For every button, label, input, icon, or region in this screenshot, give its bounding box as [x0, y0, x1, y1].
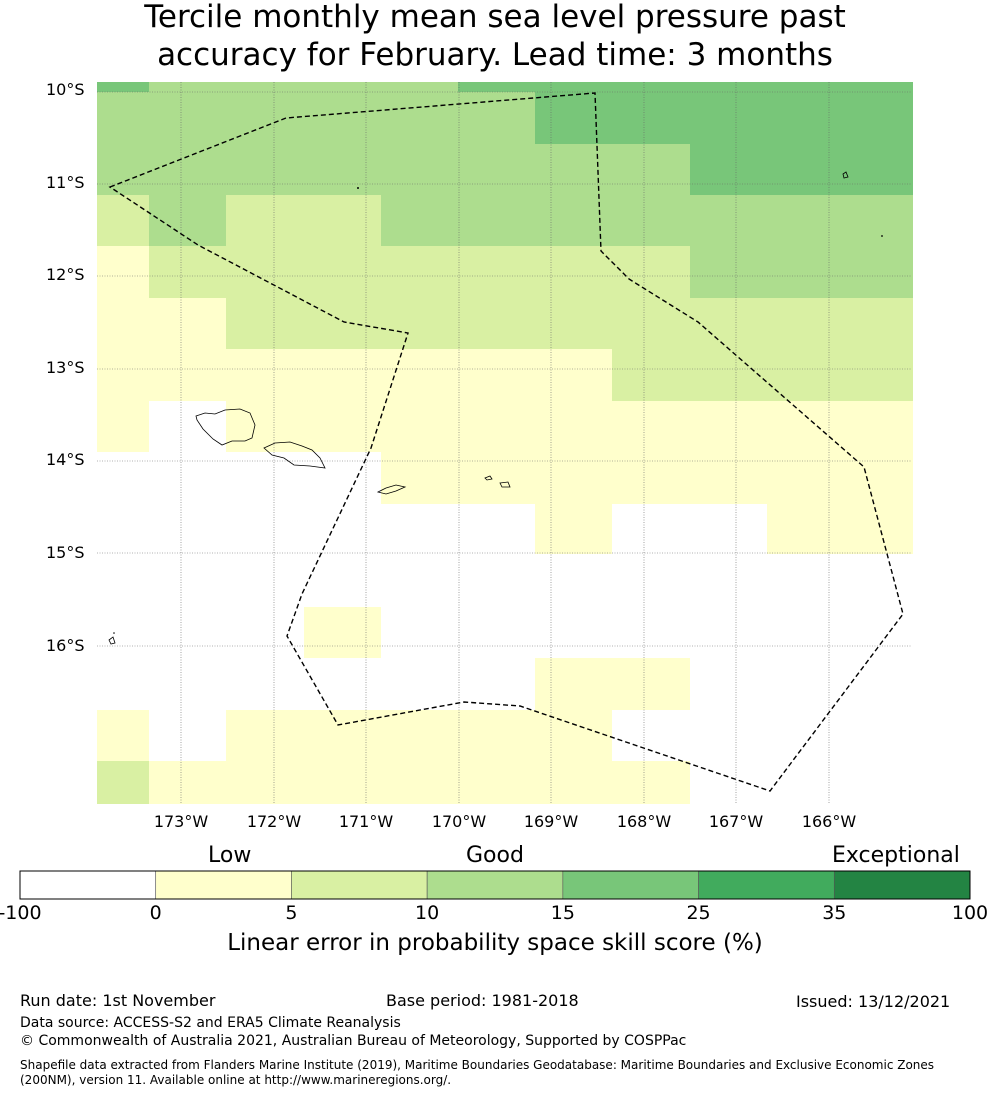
colorbar-tick-label: 35: [822, 902, 847, 924]
skill-cell: [535, 658, 690, 710]
colorbar-tick-label: -100: [0, 902, 42, 924]
colorbar-segment: [155, 870, 292, 900]
skill-cell: [226, 401, 913, 452]
issued-date: Issued: 13/12/2021: [796, 992, 951, 1011]
data-source: Data source: ACCESS-S2 and ERA5 Climate …: [20, 1015, 401, 1031]
colorbar-segment: [426, 870, 564, 900]
colorbar-segment: [562, 870, 699, 900]
legend-title: Linear error in probability space skill …: [227, 930, 763, 956]
islands: [108, 171, 849, 645]
skill-cell: [458, 82, 913, 92]
base-period: Base period: 1981-2018: [386, 991, 579, 1010]
skill-cell: [226, 710, 612, 761]
tau-island: [499, 481, 511, 488]
eez-boundary: [108, 92, 904, 792]
skill-cell: [97, 246, 149, 298]
latitude-label: 15°S: [46, 543, 85, 562]
ofu-island: [484, 475, 493, 481]
skill-cell: [226, 298, 913, 349]
colorbar-border: [19, 870, 971, 900]
longitude-label: 170°W: [431, 812, 487, 831]
colorbar-tick-label: 10: [415, 902, 440, 924]
shapefile-credit-line2: (200NM), version 11. Available online at…: [20, 1073, 452, 1087]
longitude-label: 168°W: [616, 812, 672, 831]
colorbar-segment: [833, 870, 971, 900]
run-date: Run date: 1st November: [20, 991, 216, 1010]
islet-west: [108, 636, 116, 645]
colorbar-tick-label: 5: [285, 902, 298, 924]
colorbar-tick-label: 100: [951, 902, 989, 924]
skill-cell: [97, 349, 612, 401]
skill-cell: [97, 82, 149, 92]
copyright: © Commonwealth of Australia 2021, Austra…: [20, 1033, 687, 1049]
legend-category-exceptional: Exceptional: [832, 843, 960, 868]
chart-title-line1: Tercile monthly mean sea level pressure …: [144, 0, 846, 35]
upolu-island: [263, 441, 326, 469]
skill-cell: [612, 349, 913, 401]
legend-colorbar: [19, 870, 971, 900]
longitude-label: 171°W: [338, 812, 394, 831]
latitude-label: 10°S: [46, 80, 85, 99]
shapefile-credit-line1: Shapefile data extracted from Flanders M…: [20, 1058, 935, 1072]
small-islets: [113, 187, 883, 634]
latitude-label: 16°S: [46, 636, 85, 655]
legend-category-good: Good: [466, 843, 524, 868]
skill-grid: [97, 82, 913, 804]
longitude-label: 167°W: [708, 812, 764, 831]
skill-cell: [97, 92, 535, 144]
swains-island: [842, 171, 849, 179]
skill-cell: [97, 298, 226, 349]
colorbar-segment: [291, 870, 428, 900]
latitude-label: 13°S: [46, 358, 85, 377]
colorbar-tick-label: 15: [550, 902, 575, 924]
legend-category-low: Low: [208, 843, 252, 868]
skill-cell: [381, 452, 913, 504]
skill-cell: [149, 246, 690, 298]
longitude-label: 173°W: [153, 812, 209, 831]
latitude-label: 14°S: [46, 450, 85, 469]
skill-cell: [97, 144, 690, 195]
latitude-label: 12°S: [46, 265, 85, 284]
skill-cell: [149, 761, 690, 804]
colorbar-tick-label: 0: [149, 902, 162, 924]
skill-cell: [226, 195, 381, 246]
longitude-label: 172°W: [246, 812, 302, 831]
skill-cell: [304, 607, 381, 658]
skill-cell: [97, 761, 149, 804]
latitude-label: 11°S: [46, 173, 85, 192]
longitude-label: 166°W: [801, 812, 857, 831]
skill-cell: [381, 195, 913, 246]
skill-cell: [535, 504, 612, 554]
graticule: [97, 82, 912, 804]
skill-cell: [690, 144, 913, 195]
skill-cell: [97, 195, 149, 246]
tutuila-island: [376, 484, 407, 495]
skill-cell: [767, 504, 913, 554]
skill-cell: [97, 401, 149, 452]
colorbar-segment: [698, 870, 835, 900]
skill-cell: [535, 92, 913, 144]
colorbar-tick-label: 25: [686, 902, 711, 924]
skill-cell: [149, 82, 458, 92]
colorbar-segment: [19, 870, 157, 900]
savaii-island: [195, 408, 256, 446]
chart-title-line2: accuracy for February. Lead time: 3 mont…: [157, 37, 833, 73]
skill-cell: [690, 246, 913, 298]
skill-cell: [97, 710, 149, 761]
longitude-label: 169°W: [523, 812, 579, 831]
